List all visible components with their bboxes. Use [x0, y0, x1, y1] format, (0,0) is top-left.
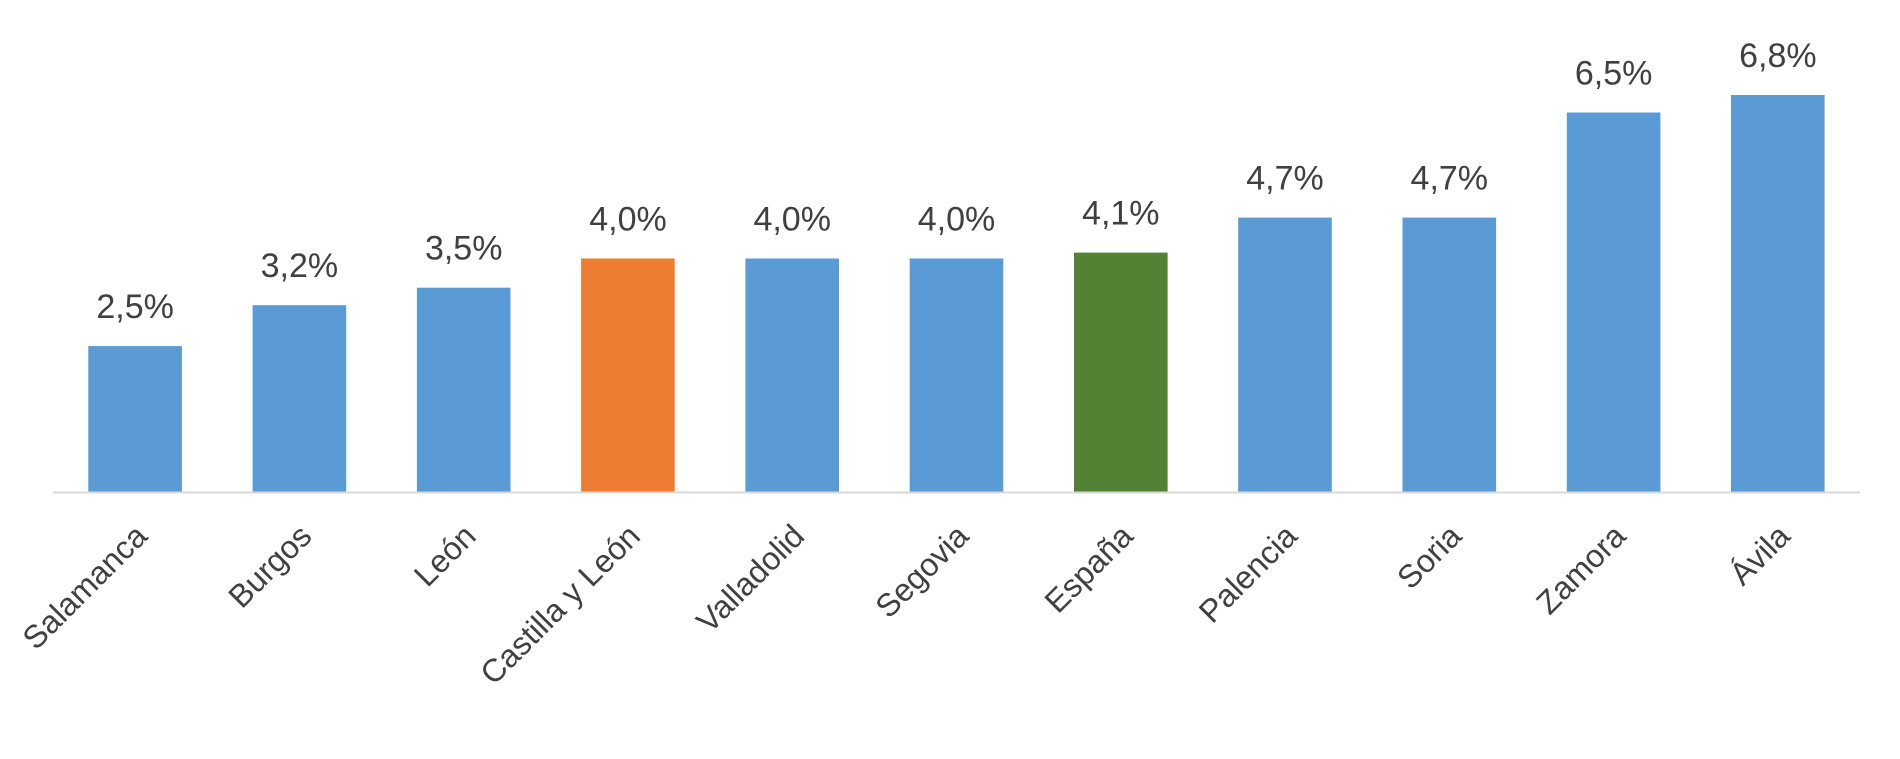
- value-label-6: 4,1%: [1082, 195, 1160, 233]
- category-label-1: Burgos: [221, 517, 318, 614]
- category-label-3: Castilla y León: [473, 517, 647, 691]
- category-label-6: España: [1038, 517, 1140, 619]
- bar-1: [252, 305, 347, 492]
- bar-8: [1402, 217, 1497, 492]
- category-label-10: Ávila: [1722, 517, 1797, 592]
- bar-10: [1731, 95, 1825, 492]
- value-label-7: 4,7%: [1246, 160, 1324, 198]
- value-label-3: 4,0%: [589, 201, 667, 239]
- bar-3: [581, 258, 675, 492]
- value-label-8: 4,7%: [1411, 160, 1489, 198]
- category-label-4: Valladolid: [689, 517, 811, 639]
- bar-7: [1238, 217, 1332, 492]
- value-label-2: 3,5%: [425, 230, 503, 268]
- value-label-10: 6,8%: [1739, 37, 1817, 75]
- category-label-2: León: [407, 517, 483, 593]
- value-label-5: 4,0%: [918, 201, 996, 239]
- bar-2: [416, 287, 511, 492]
- category-label-0: Salamanca: [15, 517, 154, 656]
- value-label-0: 2,5%: [96, 288, 174, 326]
- value-labels-group: 2,5% 3,2% 3,5% 4,0% 4,0% 4,0% 4,1% 4,7% 4,7% 6,5%…: [96, 37, 1816, 326]
- value-label-1: 3,2%: [261, 247, 339, 285]
- bar-5: [909, 258, 1004, 492]
- category-label-9: Zamora: [1529, 517, 1633, 621]
- bar-0: [88, 346, 182, 492]
- bar-4: [745, 258, 839, 492]
- bar-6: [1074, 252, 1168, 492]
- category-label-8: Soria: [1390, 517, 1468, 595]
- category-label-5: Segovia: [868, 517, 975, 624]
- value-label-9: 6,5%: [1575, 55, 1653, 93]
- bar-9: [1566, 112, 1661, 492]
- bars-group: [88, 95, 1825, 492]
- value-label-4: 4,0%: [753, 201, 831, 239]
- category-label-7: Palencia: [1192, 517, 1304, 629]
